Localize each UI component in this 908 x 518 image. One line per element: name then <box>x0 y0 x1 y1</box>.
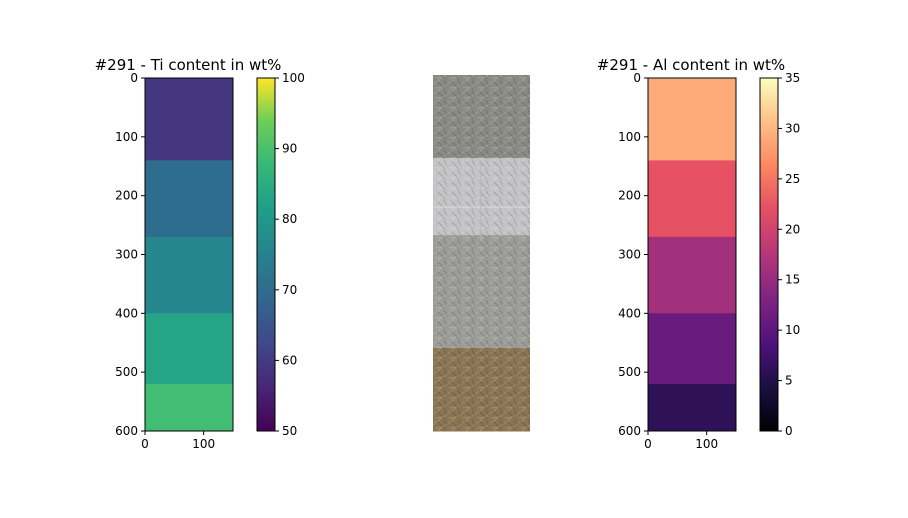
ti-x-tick-label-100: 100 <box>192 437 215 451</box>
ti-colorbar-tick-label-50: 50 <box>282 424 297 438</box>
ti-colorbar-tick-label-60: 60 <box>282 353 297 367</box>
ti-x-axis: 0 100 <box>141 431 215 451</box>
ti-y-tick-label-0: 0 <box>130 71 138 85</box>
ti-band-1 <box>145 78 233 161</box>
ti-band-3 <box>145 236 233 314</box>
ti-y-tick-label-100: 100 <box>115 130 138 144</box>
al-heatmap-panel: #291 - Al content in wt% 010020030040050… <box>597 56 800 451</box>
al-colorbar-tick-label-30: 30 <box>785 121 800 135</box>
al-colorbar-tick-label-5: 5 <box>785 374 793 388</box>
ti-colorbar-tick-label-90: 90 <box>282 142 297 156</box>
ti-y-tick-label-400: 400 <box>115 306 138 320</box>
al-x-axis: 0 100 <box>644 431 718 451</box>
ti-y-axis: 0 100 200 300 400 500 600 <box>115 71 145 438</box>
al-colorbar-axis: 0 5 10 15 20 25 30 35 <box>778 71 800 438</box>
al-y-tick-label-200: 200 <box>618 189 641 203</box>
al-colorbar-tick-label-0: 0 <box>785 424 793 438</box>
al-colorbar-tick-label-35: 35 <box>785 71 800 85</box>
al-band-4 <box>648 313 736 385</box>
micrograph-texture <box>433 75 530 431</box>
al-band-2 <box>648 160 736 238</box>
al-colorbar-tick-label-15: 15 <box>785 273 800 287</box>
al-y-tick-label-400: 400 <box>618 306 641 320</box>
al-y-tick-label-100: 100 <box>618 130 641 144</box>
al-y-tick-label-500: 500 <box>618 365 641 379</box>
al-y-tick-label-0: 0 <box>633 71 641 85</box>
al-colorbar-tick-label-10: 10 <box>785 323 800 337</box>
micrograph-panel <box>433 75 530 432</box>
ti-colorbar-tick-label-100: 100 <box>282 71 305 85</box>
ti-y-tick-label-200: 200 <box>115 189 138 203</box>
al-band-5 <box>648 383 736 432</box>
ti-band-5 <box>145 383 233 432</box>
ti-band-4 <box>145 313 233 385</box>
ti-colorbar <box>256 77 276 432</box>
ti-x-tick-label-0: 0 <box>141 437 149 451</box>
al-y-tick-label-300: 300 <box>618 248 641 262</box>
ti-chart-title: #291 - Ti content in wt% <box>95 56 282 74</box>
ti-colorbar-tick-label-80: 80 <box>282 212 297 226</box>
al-colorbar-tick-label-20: 20 <box>785 222 800 236</box>
ti-band-2 <box>145 160 233 238</box>
al-colorbar <box>759 77 779 432</box>
ti-colorbar-tick-label-70: 70 <box>282 283 297 297</box>
ti-colorbar-axis: 50 60 70 80 90 100 <box>275 71 305 438</box>
ti-heatmap-panel: #291 - Ti content in wt% 0 100 200 300 400 50… <box>95 56 305 451</box>
ti-y-tick-label-500: 500 <box>115 365 138 379</box>
al-chart-title: #291 - Al content in wt% <box>597 56 785 74</box>
al-y-axis: 0 100 200 300 400 500 600 <box>618 71 648 438</box>
al-y-tick-label-600: 600 <box>618 424 641 438</box>
al-colorbar-tick-label-25: 25 <box>785 172 800 186</box>
ti-heatmap-bands <box>145 78 233 432</box>
ti-y-tick-label-600: 600 <box>115 424 138 438</box>
al-x-tick-label-100: 100 <box>695 437 718 451</box>
al-band-3 <box>648 236 736 314</box>
ti-y-tick-label-300: 300 <box>115 248 138 262</box>
al-heatmap-bands <box>648 78 736 432</box>
al-band-1 <box>648 78 736 161</box>
al-x-tick-label-0: 0 <box>644 437 652 451</box>
